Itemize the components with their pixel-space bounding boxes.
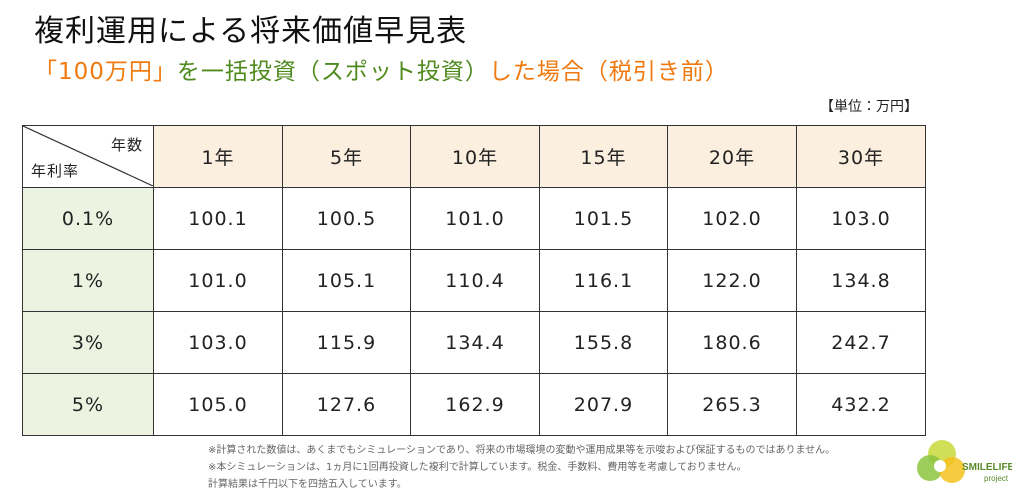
logo-name: SMILELIFE: [962, 462, 1012, 473]
cell: 207.9: [539, 373, 668, 436]
row-header: 1%: [22, 249, 154, 312]
rows-label: 年利率: [31, 162, 80, 180]
column-header: 10年: [410, 125, 540, 188]
cell: 134.8: [796, 249, 926, 312]
corner-cell: 年数 年利率: [22, 125, 154, 188]
note-line: 計算結果は千円以下を四捨五入しています。: [208, 479, 407, 490]
subtitle-part: を一括投資（スポット投資）: [176, 59, 489, 85]
column-header: 30年: [796, 125, 926, 188]
cell: 155.8: [539, 311, 668, 374]
column-header: 5年: [282, 125, 411, 188]
notes: ※計算された数値は、あくまでもシミュレーションであり、将来の市場環境の変動や運用…: [208, 442, 835, 493]
cell: 105.1: [282, 249, 411, 312]
table-body: 0.1% 100.1 100.5 101.0 101.5 102.0 103.0 1% 101.…: [22, 187, 926, 436]
cell: 162.9: [410, 373, 540, 436]
logo: SMILELIFE project: [917, 440, 1012, 483]
row-header: 5%: [22, 373, 154, 436]
row-header: 3%: [22, 311, 154, 374]
table: 年数 年利率 1年 5年 10年 15年 20年 30年 0.1% 100.1 100.5 10…: [22, 125, 926, 436]
cell: 242.7: [796, 311, 926, 374]
cell: 432.2: [796, 373, 926, 436]
cell: 265.3: [667, 373, 797, 436]
cell: 127.6: [282, 373, 411, 436]
cell: 180.6: [667, 311, 797, 374]
subtitle-part: した場合（税引き前）: [488, 59, 729, 85]
note-line: ※計算された数値は、あくまでもシミュレーションであり、将来の市場環境の変動や運用…: [208, 445, 836, 456]
column-header: 1年: [153, 125, 283, 188]
cell: 115.9: [282, 311, 411, 374]
cell: 101.0: [410, 187, 540, 250]
cell: 134.4: [410, 311, 540, 374]
cell: 102.0: [667, 187, 797, 250]
subtitle-part: 「100万円」: [34, 59, 177, 85]
column-header: 20年: [667, 125, 797, 188]
cell: 110.4: [410, 249, 540, 312]
cell: 100.1: [153, 187, 283, 250]
note-line: ※本シミュレーションは、1ヵ月に1回再投資した複利で計算しています。税金、手数料…: [208, 462, 747, 473]
title: 複利運用による将来価値早見表: [34, 14, 468, 49]
subtitle: 「100万円」を一括投資（スポット投資）した場合（税引き前）: [34, 52, 729, 86]
cell: 100.5: [282, 187, 411, 250]
cell: 116.1: [539, 249, 668, 312]
header-row: 年数 年利率 1年 5年 10年 15年 20年 30年: [22, 125, 926, 188]
cell: 101.5: [539, 187, 668, 250]
table-row: 0.1% 100.1 100.5 101.0 101.5 102.0 103.0: [22, 187, 926, 250]
diagonal: [23, 126, 153, 186]
table-row: 3% 103.0 115.9 134.4 155.8 180.6 242.7: [22, 311, 926, 374]
cell: 101.0: [153, 249, 283, 312]
cell: 103.0: [796, 187, 926, 250]
cell: 105.0: [153, 373, 283, 436]
table-row: 1% 101.0 105.1 110.4 116.1 122.0 134.8: [22, 249, 926, 312]
columns-label: 年数: [110, 136, 143, 154]
table-row: 5% 105.0 127.6 162.9 207.9 265.3 432.2: [22, 373, 926, 436]
cell: 122.0: [667, 249, 797, 312]
row-header: 0.1%: [22, 187, 154, 250]
cell: 103.0: [153, 311, 283, 374]
logo-sub: project: [984, 474, 1009, 483]
column-header: 15年: [539, 125, 668, 188]
unit-label: 【単位：万円】: [820, 99, 918, 115]
